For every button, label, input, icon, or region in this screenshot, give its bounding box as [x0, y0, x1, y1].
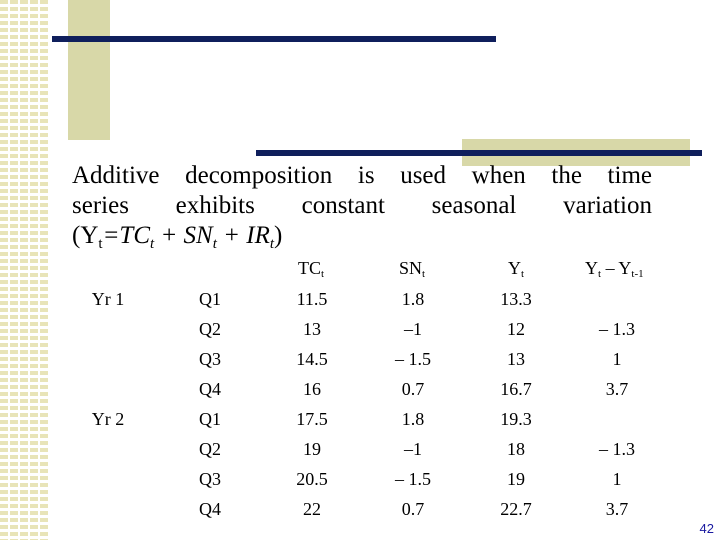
cell-diff: 3.7: [605, 499, 629, 519]
formula: (Yt=TCt + SNt + IRt): [72, 222, 283, 252]
page-number: 42: [699, 521, 714, 536]
cell-quarter: Q4: [199, 499, 221, 519]
cell-quarter: Q3: [199, 469, 221, 489]
cell-year: Yr 1: [91, 289, 125, 309]
cell-tc: 19: [303, 439, 321, 459]
cell-sn: 1.8: [401, 289, 425, 309]
cell-sn: –1: [404, 439, 422, 459]
decorative-navy-rule-middle: [256, 150, 702, 156]
cell-y: 18: [507, 439, 525, 459]
cell-sn: – 1.5: [395, 469, 431, 489]
cell-quarter: Q1: [199, 409, 221, 429]
cell-diff: 1: [612, 469, 622, 489]
cell-sn: 1.8: [401, 409, 425, 429]
cell-y: 22.7: [500, 499, 532, 519]
decorative-stripes: [0, 0, 50, 540]
cell-quarter: Q4: [199, 379, 221, 399]
cell-tc: 14.5: [296, 349, 328, 369]
cell-y: 16.7: [500, 379, 532, 399]
cell-y: 13.3: [500, 289, 532, 309]
cell-tc: 11.5: [296, 289, 328, 309]
cell-tc: 20.5: [296, 469, 328, 489]
cell-tc: 22: [303, 499, 321, 519]
cell-quarter: Q2: [199, 319, 221, 339]
intro-line-1: Additive decomposition is used when the …: [72, 162, 652, 189]
cell-diff: – 1.3: [599, 319, 635, 339]
cell-y: 19: [507, 469, 525, 489]
decorative-olive-block: [68, 0, 110, 140]
cell-diff: 3.7: [605, 379, 629, 399]
cell-sn: – 1.5: [395, 349, 431, 369]
cell-y: 13: [507, 349, 525, 369]
cell-quarter: Q1: [199, 289, 221, 309]
cell-sn: 0.7: [401, 499, 425, 519]
cell-quarter: Q2: [199, 439, 221, 459]
header-tc: TCt: [298, 258, 325, 280]
cell-sn: –1: [404, 319, 422, 339]
intro-paragraph: Additive decomposition is used when the …: [72, 161, 652, 252]
cell-year: Yr 2: [91, 409, 125, 429]
header-sn: SNt: [399, 258, 426, 280]
header-y-diff: Yt – Yt-1: [585, 258, 644, 280]
cell-tc: 17.5: [296, 409, 328, 429]
cell-y: 12: [507, 319, 525, 339]
cell-diff: 1: [612, 349, 622, 369]
cell-tc: 13: [303, 319, 321, 339]
cell-quarter: Q3: [199, 349, 221, 369]
intro-line-2: series exhibits constant seasonal variat…: [72, 192, 652, 219]
header-y: Yt: [508, 258, 525, 280]
cell-sn: 0.7: [401, 379, 425, 399]
decorative-navy-rule-top: [52, 36, 496, 42]
cell-diff: – 1.3: [599, 439, 635, 459]
cell-tc: 16: [303, 379, 321, 399]
cell-y: 19.3: [500, 409, 532, 429]
